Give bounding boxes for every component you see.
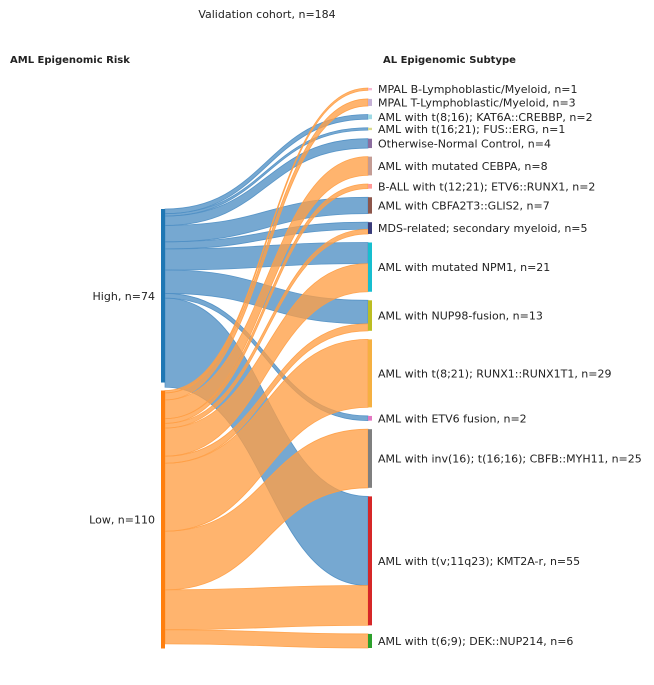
left-axis-header: AML Epigenomic Risk	[10, 55, 130, 66]
flow-low-to-cebpa	[164, 156, 369, 420]
target-label-mpal_b: MPAL B-Lymphoblastic/Myeloid, n=1	[378, 83, 578, 96]
source-node-high	[161, 209, 165, 383]
target-node-kat6a	[368, 114, 372, 120]
target-node-fus	[368, 127, 372, 131]
source-node-low	[161, 390, 165, 649]
right-axis-header: AL Epigenomic Subtype	[383, 55, 516, 66]
target-node-etv6	[368, 415, 372, 421]
target-node-etv6runx1	[368, 183, 372, 189]
node-labels: High, n=74 Low, n=110 MPAL B-Lymphoblastic…	[89, 83, 642, 648]
target-node-cbfa2t3	[368, 197, 372, 214]
source-label-low: Low, n=110	[89, 514, 155, 527]
target-node-dek	[368, 633, 372, 648]
source-label-high: High, n=74	[93, 290, 155, 303]
chart-title: Validation cohort, n=184	[198, 8, 335, 21]
target-node-cbfb	[368, 429, 372, 488]
flow-low-to-nup98	[164, 323, 369, 464]
target-node-mpal_t	[368, 98, 372, 106]
target-node-cebpa	[368, 156, 372, 176]
target-label-cebpa: AML with mutated CEBPA, n=8	[378, 160, 548, 173]
nodes	[161, 88, 372, 649]
target-label-nup98: AML with NUP98-fusion, n=13	[378, 310, 543, 323]
target-label-dek: AML with t(6;9); DEK::NUP214, n=6	[378, 635, 573, 648]
target-node-mpal_b	[368, 88, 372, 91]
flow-low-to-dek	[164, 629, 369, 649]
flow-links	[164, 87, 369, 649]
target-node-kmt2a	[368, 496, 372, 626]
target-label-mpal_t: MPAL T-Lymphoblastic/Myeloid, n=3	[378, 96, 576, 109]
target-node-nup98	[368, 300, 372, 331]
target-node-normal	[368, 138, 372, 149]
flow-low-to-kmt2a	[164, 585, 369, 631]
target-label-fus: AML with t(16;21); FUS::ERG, n=1	[378, 123, 565, 136]
target-label-runx1t1: AML with t(8;21); RUNX1::RUNX1T1, n=29	[378, 367, 612, 380]
target-label-kmt2a: AML with t(v;11q23); KMT2A-r, n=55	[378, 555, 580, 568]
target-node-runx1t1	[368, 339, 372, 408]
target-node-npm1	[368, 242, 372, 292]
target-label-mds: MDS-related; secondary myeloid, n=5	[378, 222, 588, 235]
target-label-kat6a: AML with t(8;16); KAT6A::CREBBP, n=2	[378, 111, 593, 124]
target-label-etv6runx1: B-ALL with t(12;21); ETV6::RUNX1, n=2	[378, 180, 595, 193]
target-label-npm1: AML with mutated NPM1, n=21	[378, 261, 550, 274]
target-label-etv6: AML with ETV6 fusion, n=2	[378, 412, 527, 425]
target-node-mds	[368, 222, 372, 234]
target-label-cbfa2t3: AML with CBFA2T3::GLIS2, n=7	[378, 199, 550, 212]
target-label-cbfb: AML with inv(16); t(16;16); CBFB::MYH11,…	[378, 453, 642, 466]
target-label-normal: Otherwise-Normal Control, n=4	[378, 137, 551, 150]
